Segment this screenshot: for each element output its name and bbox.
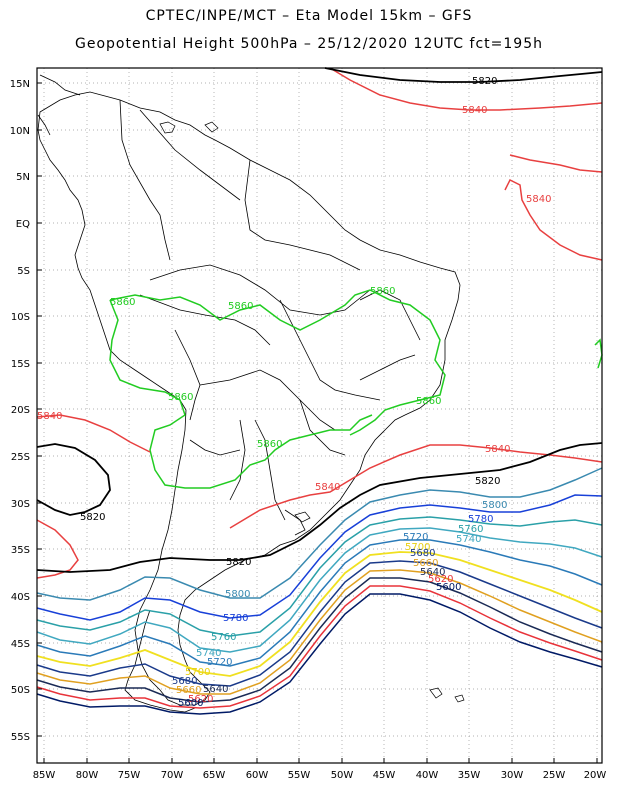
lat-tick-10n: 10N (10, 126, 30, 137)
contour-5820 (36, 67, 603, 573)
lon-tick-50w: 50W (331, 770, 354, 781)
label-5860-southeast: 5860 (416, 396, 441, 407)
label-5800-west: 5800 (225, 589, 250, 600)
label-5820-atlantic: 5820 (475, 476, 500, 487)
contour-5860 (109, 289, 603, 489)
lat-tick-5n: 5N (16, 172, 30, 183)
lat-tick-10s: 10S (11, 312, 30, 323)
lat-tick-50s: 50S (11, 685, 30, 696)
lat-axis-labels: 15N 10N 5N EQ 5S 10S 15S 20S 25S 30S 35S… (10, 79, 30, 743)
lat-tick-55s: 55S (11, 732, 30, 743)
label-5860-northeast: 5860 (370, 286, 395, 297)
label-5620-east: 5620 (428, 574, 453, 585)
contour-5780 (36, 494, 603, 621)
lat-tick-45s: 45S (11, 639, 30, 650)
lat-tick-eq: EQ (16, 219, 30, 230)
lat-tick-15s: 15S (11, 359, 30, 370)
lon-tick-25w: 25W (543, 770, 566, 781)
contour-5620 (36, 585, 603, 709)
contour-5720 (36, 539, 603, 667)
lon-tick-80w: 80W (76, 770, 99, 781)
label-5860-amazon: 5860 (228, 301, 253, 312)
label-5660-west: 5660 (176, 685, 201, 696)
lon-tick-75w: 75W (118, 770, 141, 781)
label-5820-argentina: 5820 (226, 557, 251, 568)
label-5860-bolivia: 5860 (168, 392, 193, 403)
islands (159, 121, 465, 703)
plot-frame (36, 67, 603, 764)
contour-5640 (36, 577, 603, 703)
label-5840-east: 5840 (526, 194, 551, 205)
lat-tick-25s: 25S (11, 452, 30, 463)
lat-tick-15n: 15N (10, 79, 30, 90)
label-5640-west: 5640 (203, 684, 228, 695)
contour-5600 (36, 593, 603, 715)
label-5760-west: 5760 (211, 632, 236, 643)
chart-title-line1: CPTEC/INPE/MCT – Eta Model 15km – GFS (145, 8, 473, 24)
label-5680-west: 5680 (172, 676, 197, 687)
label-5800-east: 5800 (482, 500, 507, 511)
label-5620-west: 5620 (188, 694, 213, 705)
label-5840-west: 5840 (37, 411, 62, 422)
contour-5800 (36, 467, 603, 601)
label-5860-west: 5860 (110, 297, 135, 308)
tick-marks (37, 82, 598, 763)
label-5780-east: 5780 (468, 514, 493, 525)
lat-tick-40s: 40S (11, 592, 30, 603)
label-5700-west: 5700 (185, 667, 210, 678)
label-5820-pacific: 5820 (80, 512, 105, 523)
label-5700-east: 5700 (405, 542, 430, 553)
label-5640-east: 5640 (420, 567, 445, 578)
lon-axis-labels: 85W 80W 75W 70W 65W 60W 55W 50W 45W 40W … (33, 770, 607, 781)
contour-5660 (36, 569, 603, 695)
contour-5740 (36, 527, 603, 653)
label-5720-east: 5720 (403, 532, 428, 543)
label-5840-coast: 5840 (315, 482, 340, 493)
label-5820-north: 5820 (472, 76, 497, 87)
lat-tick-35s: 35S (11, 545, 30, 556)
label-5860-paraguay: 5860 (257, 439, 282, 450)
label-5600-east: 5600 (436, 582, 461, 593)
contour-5840 (36, 67, 603, 579)
lat-tick-30s: 30S (11, 499, 30, 510)
label-5680-east: 5680 (410, 548, 435, 559)
lon-tick-40w: 40W (416, 770, 439, 781)
label-5840-atlantic: 5840 (485, 444, 510, 455)
label-5780-west: 5780 (223, 613, 248, 624)
label-5760-east: 5760 (458, 524, 483, 535)
chart-title-line2: Geopotential Height 500hPa – 25/12/2020 … (75, 36, 543, 52)
label-5840-north: 5840 (462, 105, 487, 116)
label-5740-east: 5740 (456, 534, 481, 545)
lon-tick-85w: 85W (33, 770, 56, 781)
contour-labels: 5820 5840 5840 5860 5860 5860 5860 5860 … (37, 76, 551, 709)
label-5660-east: 5660 (413, 558, 438, 569)
contour-5680 (36, 560, 603, 687)
label-5720-west: 5720 (207, 657, 232, 668)
label-5600-west: 5600 (178, 698, 203, 709)
label-5740-west: 5740 (196, 648, 221, 659)
coastline (37, 74, 461, 713)
contour-5760 (36, 516, 603, 637)
contour-5700 (36, 551, 603, 677)
lon-tick-20w: 20W (584, 770, 607, 781)
lon-tick-30w: 30W (501, 770, 524, 781)
lon-tick-55w: 55W (288, 770, 311, 781)
lon-tick-65w: 65W (203, 770, 226, 781)
lon-tick-60w: 60W (246, 770, 269, 781)
lon-tick-45w: 45W (373, 770, 396, 781)
grid-lines (37, 68, 602, 763)
lat-tick-5s: 5S (17, 266, 30, 277)
lon-tick-70w: 70W (161, 770, 184, 781)
lat-tick-20s: 20S (11, 405, 30, 416)
lon-tick-35w: 35W (458, 770, 481, 781)
